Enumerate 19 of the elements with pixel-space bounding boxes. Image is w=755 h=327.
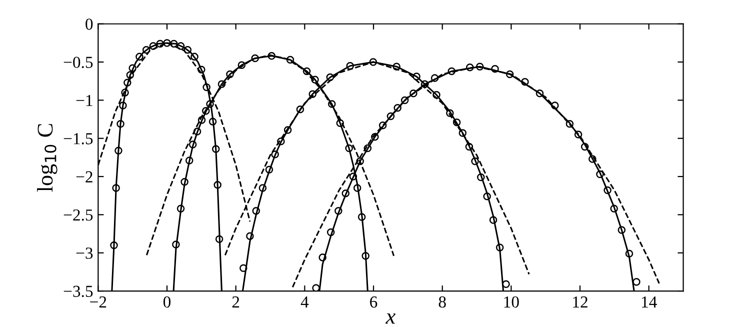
y-tick-label: −3.5 xyxy=(64,286,93,298)
x-tick-label: 14 xyxy=(642,296,657,308)
y-axis-title: log$_{10}$ C xyxy=(37,124,58,192)
y-tick-label: −2 xyxy=(76,171,92,182)
y-tick-label: 0 xyxy=(86,18,93,30)
x-tick-label: 10 xyxy=(504,296,519,308)
y-tick-label: −3 xyxy=(76,248,93,259)
y-tick-label: −1 xyxy=(76,94,92,106)
x-tick-label: 0 xyxy=(163,296,171,308)
x-tick-label: 12 xyxy=(573,296,588,308)
y-tick-label: −2.5 xyxy=(64,209,93,221)
x-tick-label: 6 xyxy=(370,296,378,308)
x-tick-label: 2 xyxy=(232,296,240,308)
x-tick-label: −2 xyxy=(90,296,106,308)
x-tick-label: 4 xyxy=(300,296,309,308)
x-axis-title: x xyxy=(386,313,396,324)
x-tick-label: 8 xyxy=(438,296,446,308)
y-tick-label: −0.5 xyxy=(64,56,93,68)
y-tick-label: −1.5 xyxy=(64,133,93,144)
